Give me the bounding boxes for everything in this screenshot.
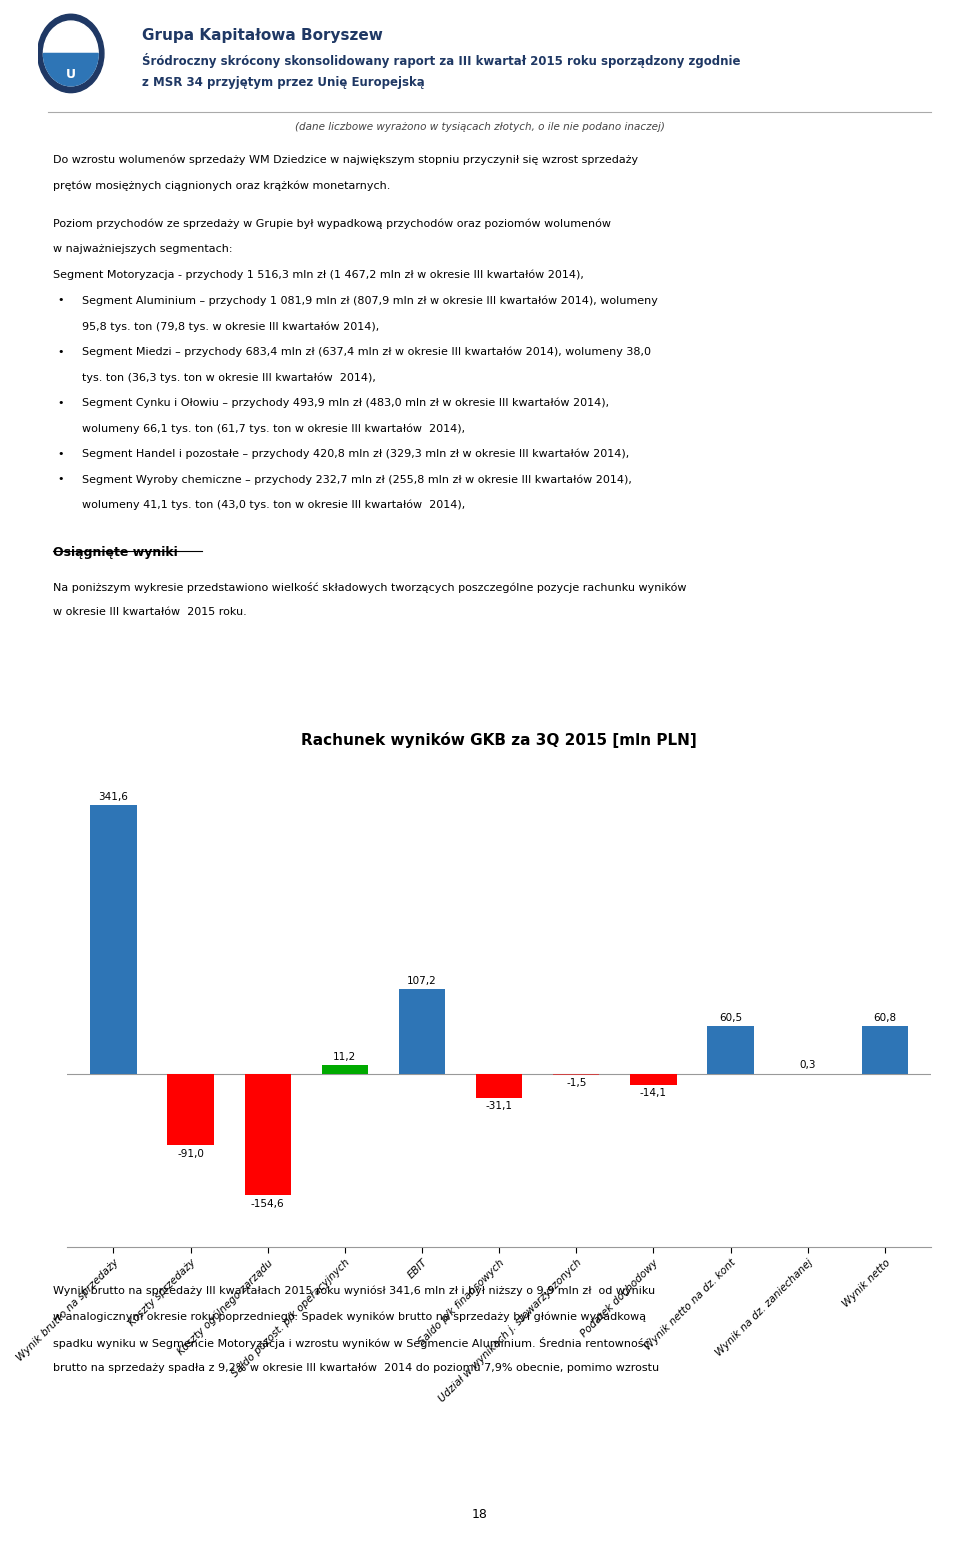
Text: 95,8 tys. ton (79,8 tys. w okresie III kwartałów 2014),: 95,8 tys. ton (79,8 tys. w okresie III k… (82, 321, 379, 331)
Text: Segment Cynku i Ołowiu – przychody 493,9 mln zł (483,0 mln zł w okresie III kwar: Segment Cynku i Ołowiu – przychody 493,9… (82, 398, 609, 409)
Bar (245, 1073, 291, 1196)
Text: Osiągnięte wyniki: Osiągnięte wyniki (53, 545, 178, 559)
Text: B: B (64, 31, 77, 50)
Text: Segment Handel i pozostałe – przychody 420,8 mln zł (329,3 mln zł w okresie III : Segment Handel i pozostałe – przychody 4… (82, 449, 629, 460)
Circle shape (37, 14, 104, 93)
Text: Poziom przychodów ze sprzedaży w Grupie był wypadkową przychodów oraz poziomów w: Poziom przychodów ze sprzedaży w Grupie … (53, 218, 611, 229)
Text: Segment Motoryzacja - przychody 1 516,3 mln zł (1 467,2 mln zł w okresie III kwa: Segment Motoryzacja - przychody 1 516,3 … (53, 270, 584, 280)
Wedge shape (43, 54, 98, 85)
Text: 341,6: 341,6 (99, 792, 129, 802)
Text: (dane liczbowe wyrażono w tysiącach złotych, o ile nie podano inaczej): (dane liczbowe wyrażono w tysiącach złot… (295, 122, 665, 132)
Text: •: • (58, 347, 64, 356)
Title: Rachunek wyników GKB za 3Q 2015 [mln PLN]: Rachunek wyników GKB za 3Q 2015 [mln PLN… (301, 733, 697, 748)
Text: U: U (66, 68, 76, 81)
Text: Segment Wyroby chemiczne – przychody 232,7 mln zł (255,8 mln zł w okresie III kw: Segment Wyroby chemiczne – przychody 232… (82, 474, 632, 485)
Text: spadku wyniku w Segmencie Motoryzacja i wzrostu wyników w Segmencie Aluminium. Ś: spadku wyniku w Segmencie Motoryzacja i … (53, 1337, 649, 1349)
Bar (708, 1025, 754, 1073)
Text: 60,8: 60,8 (874, 1013, 897, 1022)
Text: Grupa Kapitałowa Boryszew: Grupa Kapitałowa Boryszew (142, 28, 383, 43)
Bar (476, 1073, 522, 1098)
Text: wolumeny 66,1 tys. ton (61,7 tys. ton w okresie III kwartałów  2014),: wolumeny 66,1 tys. ton (61,7 tys. ton w … (82, 423, 465, 434)
Text: brutto na sprzedaży spadła z 9,2% w okresie III kwartałów  2014 do poziomu 7,9% : brutto na sprzedaży spadła z 9,2% w okre… (53, 1363, 659, 1372)
Bar (90, 805, 136, 1073)
Text: •: • (58, 474, 64, 485)
Text: Na poniższym wykresie przedstawiono wielkość składowych tworzących poszczególne : Na poniższym wykresie przedstawiono wiel… (53, 582, 686, 593)
Circle shape (43, 22, 98, 85)
Text: w okresie III kwartałów  2015 roku.: w okresie III kwartałów 2015 roku. (53, 607, 247, 618)
Text: 107,2: 107,2 (407, 976, 437, 987)
Text: z MSR 34 przyjętym przez Unię Europejską: z MSR 34 przyjętym przez Unię Europejską (142, 76, 425, 88)
Text: 0,3: 0,3 (800, 1061, 816, 1070)
Text: w analogicznym okresie roku poprzedniego. Spadek wyników brutto na sprzedaży był: w analogicznym okresie roku poprzedniego… (53, 1310, 646, 1321)
Text: 11,2: 11,2 (333, 1052, 356, 1063)
Text: 18: 18 (472, 1509, 488, 1521)
Text: prętów mosiężnych ciągnionych oraz krążków monetarnych.: prętów mosiężnych ciągnionych oraz krążk… (53, 181, 390, 191)
Text: Segment Miedzi – przychody 683,4 mln zł (637,4 mln zł w okresie III kwartałów 20: Segment Miedzi – przychody 683,4 mln zł … (82, 347, 651, 358)
Text: -31,1: -31,1 (486, 1101, 513, 1112)
Text: wolumeny 41,1 tys. ton (43,0 tys. ton w okresie III kwartałów  2014),: wolumeny 41,1 tys. ton (43,0 tys. ton w … (82, 500, 465, 511)
Text: w najważniejszych segmentach:: w najważniejszych segmentach: (53, 245, 232, 254)
Text: -91,0: -91,0 (178, 1148, 204, 1159)
Text: tys. ton (36,3 tys. ton w okresie III kwartałów  2014),: tys. ton (36,3 tys. ton w okresie III kw… (82, 372, 375, 383)
Text: •: • (58, 296, 64, 305)
Text: -1,5: -1,5 (566, 1078, 587, 1087)
Text: Do wzrostu wolumenów sprzedaży WM Dziedzice w największym stopniu przyczynił się: Do wzrostu wolumenów sprzedaży WM Dziedz… (53, 155, 638, 166)
Text: •: • (58, 398, 64, 407)
Text: Wynik brutto na sprzedaży III kwartałach 2015 roku wyniósł 341,6 mln zł i był ni: Wynik brutto na sprzedaży III kwartałach… (53, 1286, 655, 1297)
Text: •: • (58, 449, 64, 459)
Text: Śródroczny skrócony skonsolidowany raport za III kwartał 2015 roku sporządzony z: Śródroczny skrócony skonsolidowany rapor… (142, 53, 740, 68)
Bar (322, 1066, 368, 1073)
Bar (862, 1025, 908, 1073)
Bar (167, 1073, 214, 1145)
Bar (631, 1073, 677, 1084)
Text: Segment Aluminium – przychody 1 081,9 mln zł (807,9 mln zł w okresie III kwartał: Segment Aluminium – przychody 1 081,9 ml… (82, 296, 658, 307)
Bar (399, 990, 445, 1073)
Text: 60,5: 60,5 (719, 1013, 742, 1022)
Text: -154,6: -154,6 (251, 1199, 284, 1208)
Text: -14,1: -14,1 (640, 1087, 667, 1098)
